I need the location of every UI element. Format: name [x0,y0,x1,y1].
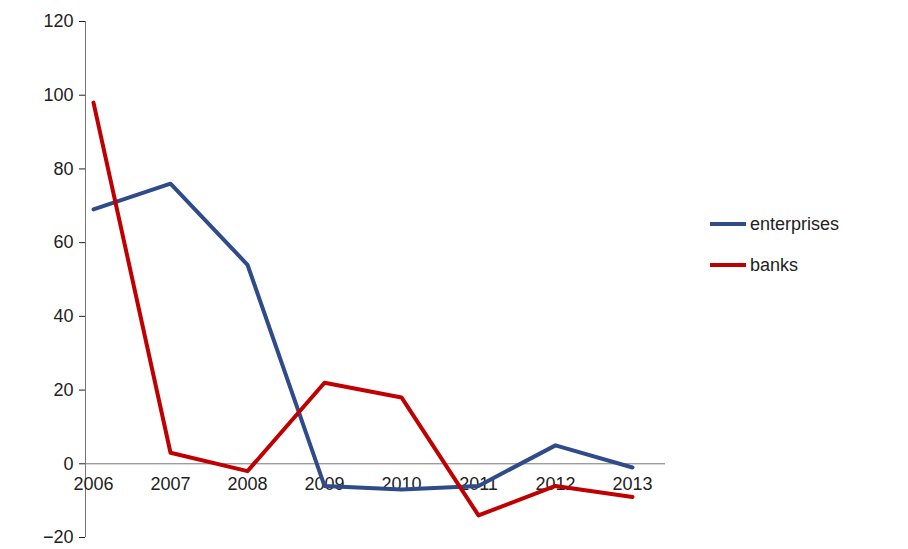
html-text:enterprises: enterprises [750,213,839,234]
svg-text:0: 0 [63,454,73,474]
svg-text:2007: 2007 [150,474,190,494]
svg-text:20: 20 [53,380,73,400]
svg-text:2010: 2010 [381,473,422,494]
svg-text:120: 120 [43,11,73,31]
svg-text:60: 60 [53,232,73,252]
svg-text:100: 100 [43,85,73,105]
svg-text:2009: 2009 [304,473,345,494]
svg-text:40: 40 [53,306,73,326]
svg-text:−20: −20 [43,527,74,547]
svg-text:2011: 2011 [459,473,498,494]
svg-text:2006: 2006 [73,474,113,494]
svg-text:2008: 2008 [227,474,267,494]
svg-text:2013: 2013 [612,474,652,494]
svg-text:80: 80 [53,159,73,179]
html-text:banks: banks [750,254,798,275]
svg-text:2012: 2012 [535,473,576,494]
